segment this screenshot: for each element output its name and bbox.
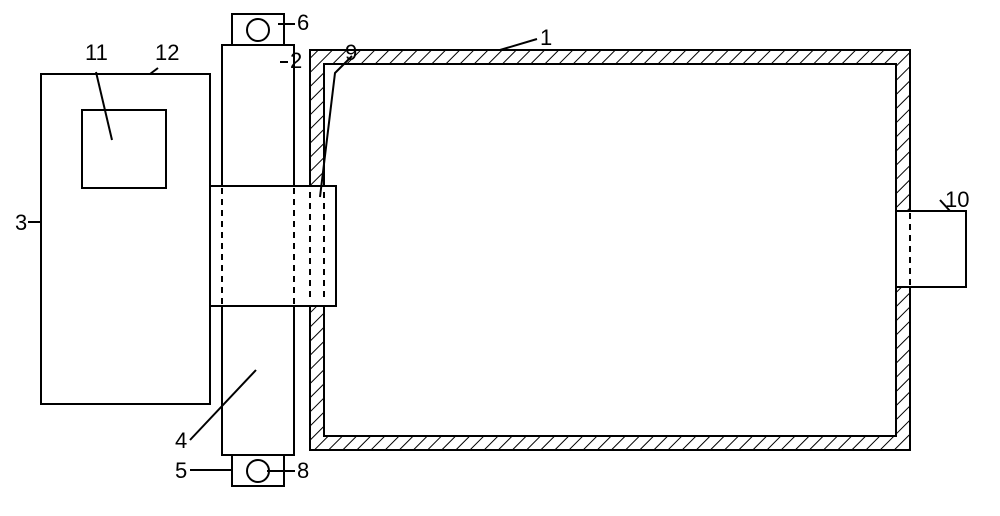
label-1: 1 (540, 25, 552, 50)
label-3: 3 (15, 210, 27, 235)
chamber-inner (324, 64, 896, 436)
diagram-figure: 1 2 3 4 5 6 8 9 10 11 12 (0, 0, 1000, 516)
label-6: 6 (297, 10, 309, 35)
label-11: 11 (85, 40, 108, 65)
chamber-hatch-top (310, 50, 910, 64)
label-5: 5 (175, 458, 187, 483)
chamber-hatch-bottom (310, 436, 910, 450)
label-4: 4 (175, 428, 187, 453)
slider-block (210, 186, 336, 306)
label-10: 10 (945, 187, 969, 212)
label-9: 9 (345, 40, 357, 65)
leader-1 (500, 39, 537, 50)
part-10-body (896, 211, 966, 287)
label-8: 8 (297, 458, 309, 483)
label-2: 2 (290, 48, 302, 73)
chamber-outer (310, 50, 910, 450)
label-12: 12 (155, 40, 179, 65)
left-box (41, 74, 210, 404)
